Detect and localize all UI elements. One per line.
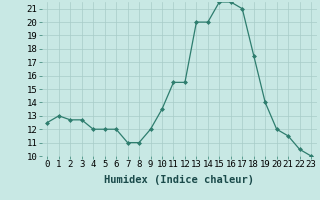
- X-axis label: Humidex (Indice chaleur): Humidex (Indice chaleur): [104, 175, 254, 185]
